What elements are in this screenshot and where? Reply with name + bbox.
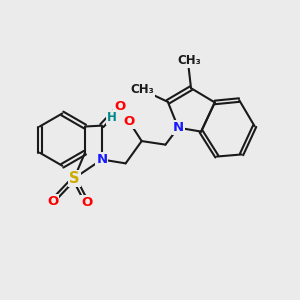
Text: O: O (114, 100, 125, 113)
Text: O: O (81, 196, 93, 209)
Text: O: O (124, 115, 135, 128)
Text: S: S (69, 171, 80, 186)
Text: CH₃: CH₃ (178, 54, 201, 67)
Text: N: N (173, 121, 184, 134)
Text: CH₃: CH₃ (131, 83, 154, 97)
Text: N: N (96, 153, 107, 166)
Text: O: O (47, 195, 58, 208)
Text: H: H (107, 111, 117, 124)
